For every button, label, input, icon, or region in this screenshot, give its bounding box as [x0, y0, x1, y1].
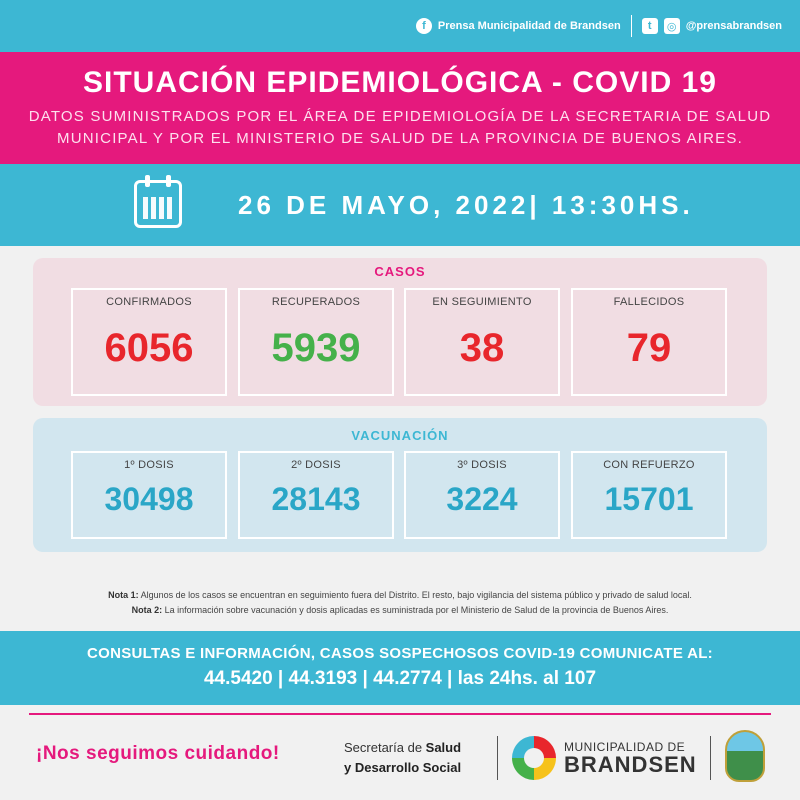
- card-fallecidos: FALLECIDOS 79: [571, 288, 727, 396]
- consultas-phones: 44.5420 | 44.3193 | 44.2774 | las 24hs. …: [203, 668, 597, 689]
- note-2-label: Nota 2:: [131, 605, 163, 615]
- date-band: 26 DE MAYO, 2022| 13:30HS.: [0, 164, 800, 246]
- notes: Nota 1: Algunos de los casos se encuentr…: [0, 588, 800, 618]
- social-link[interactable]: t ◎ @prensabrandsen: [641, 18, 782, 34]
- slogan: ¡Nos seguimos cuidando!: [36, 743, 280, 764]
- page-title: SITUACIÓN EPIDEMIOLÓGICA - COVID 19: [83, 66, 717, 99]
- secretaria-line-1a: Secretaría de: [344, 740, 426, 755]
- secretaria-line-1b: Salud: [425, 740, 462, 755]
- top-bar: f Prensa Municipalidad de Brandsen t ◎ @…: [0, 0, 800, 52]
- card-value: 5939: [271, 326, 361, 370]
- footer-separator: [497, 736, 498, 780]
- footer: ¡Nos seguimos cuidando! Secretaría de Sa…: [0, 716, 800, 800]
- card-label: 2º DOSIS: [291, 459, 341, 471]
- card-label: RECUPERADOS: [271, 296, 361, 308]
- note-1-text: Algunos de los casos se encuentran en se…: [140, 590, 692, 600]
- card-value: 38: [459, 326, 505, 370]
- casos-panel: CASOS CONFIRMADOS 6056 RECUPERADOS 5939 …: [33, 258, 767, 406]
- secretaria-line-2: y Desarrollo Social: [344, 760, 462, 775]
- consultas-band: CONSULTAS E INFORMACIÓN, CASOS SOSPECHOS…: [0, 631, 800, 705]
- instagram-icon: ◎: [663, 18, 680, 34]
- municipality-name: MUNICIPALIDAD DE BRANDSEN: [564, 740, 697, 776]
- card-label: 1º DOSIS: [124, 459, 174, 471]
- card-value: 28143: [271, 481, 361, 517]
- topbar-divider: [630, 15, 632, 37]
- card-value: 6056: [104, 326, 194, 370]
- card-dosis-2: 2º DOSIS 28143: [238, 451, 394, 539]
- vacunacion-title: VACUNACIÓN: [351, 428, 449, 443]
- social-handle: @prensabrandsen: [685, 20, 782, 32]
- subtitle-line-2: MUNICIPAL Y POR EL MINISTERIO DE SALUD D…: [57, 130, 743, 147]
- card-confirmados: CONFIRMADOS 6056: [71, 288, 227, 396]
- subtitle-line-1: DATOS SUMINISTRADOS POR EL ÁREA DE EPIDE…: [28, 108, 772, 125]
- card-dosis-3: 3º DOSIS 3224: [404, 451, 560, 539]
- consultas-line-1: CONSULTAS E INFORMACIÓN, CASOS SOSPECHOS…: [87, 645, 713, 662]
- footer-separator: [710, 736, 711, 780]
- card-label: CONFIRMADOS: [106, 296, 192, 308]
- report-date: 26 DE MAYO, 2022| 13:30HS.: [238, 190, 694, 220]
- card-value: 79: [626, 326, 672, 370]
- card-label: FALLECIDOS: [613, 296, 685, 308]
- card-recuperados: RECUPERADOS 5939: [238, 288, 394, 396]
- vacunacion-panel: VACUNACIÓN 1º DOSIS 30498 2º DOSIS 28143…: [33, 418, 767, 552]
- card-refuerzo: CON REFUERZO 15701: [571, 451, 727, 539]
- muni-line-2: BRANDSEN: [564, 752, 697, 777]
- facebook-icon: f: [415, 18, 432, 34]
- header: SITUACIÓN EPIDEMIOLÓGICA - COVID 19 DATO…: [0, 52, 800, 164]
- note-1-label: Nota 1:: [108, 590, 139, 600]
- card-label: EN SEGUIMIENTO: [432, 296, 532, 308]
- card-label: CON REFUERZO: [603, 459, 695, 471]
- card-label: 3º DOSIS: [457, 459, 507, 471]
- casos-title: CASOS: [374, 264, 426, 279]
- card-value: 15701: [604, 481, 694, 517]
- card-dosis-1: 1º DOSIS 30498: [71, 451, 227, 539]
- note-1: Nota 1: Algunos de los casos se encuentr…: [0, 588, 800, 603]
- note-2-text: La información sobre vacunación y dosis …: [164, 605, 669, 615]
- facebook-label: Prensa Municipalidad de Brandsen: [437, 20, 621, 32]
- coat-of-arms-icon: [725, 730, 765, 782]
- secretaria-label: Secretaría de Salud y Desarrollo Social: [344, 738, 461, 778]
- facebook-link[interactable]: f Prensa Municipalidad de Brandsen: [415, 18, 621, 34]
- calendar-icon: [134, 175, 182, 228]
- note-2: Nota 2: La información sobre vacunación …: [0, 603, 800, 618]
- footer-divider: [29, 713, 771, 715]
- municipality-logo-icon: [512, 736, 556, 780]
- muni-line-1: MUNICIPALIDAD DE: [564, 740, 686, 754]
- card-value: 3224: [446, 481, 518, 517]
- card-en-seguimiento: EN SEGUIMIENTO 38: [404, 288, 560, 396]
- card-value: 30498: [104, 481, 194, 517]
- twitter-icon: t: [641, 18, 658, 34]
